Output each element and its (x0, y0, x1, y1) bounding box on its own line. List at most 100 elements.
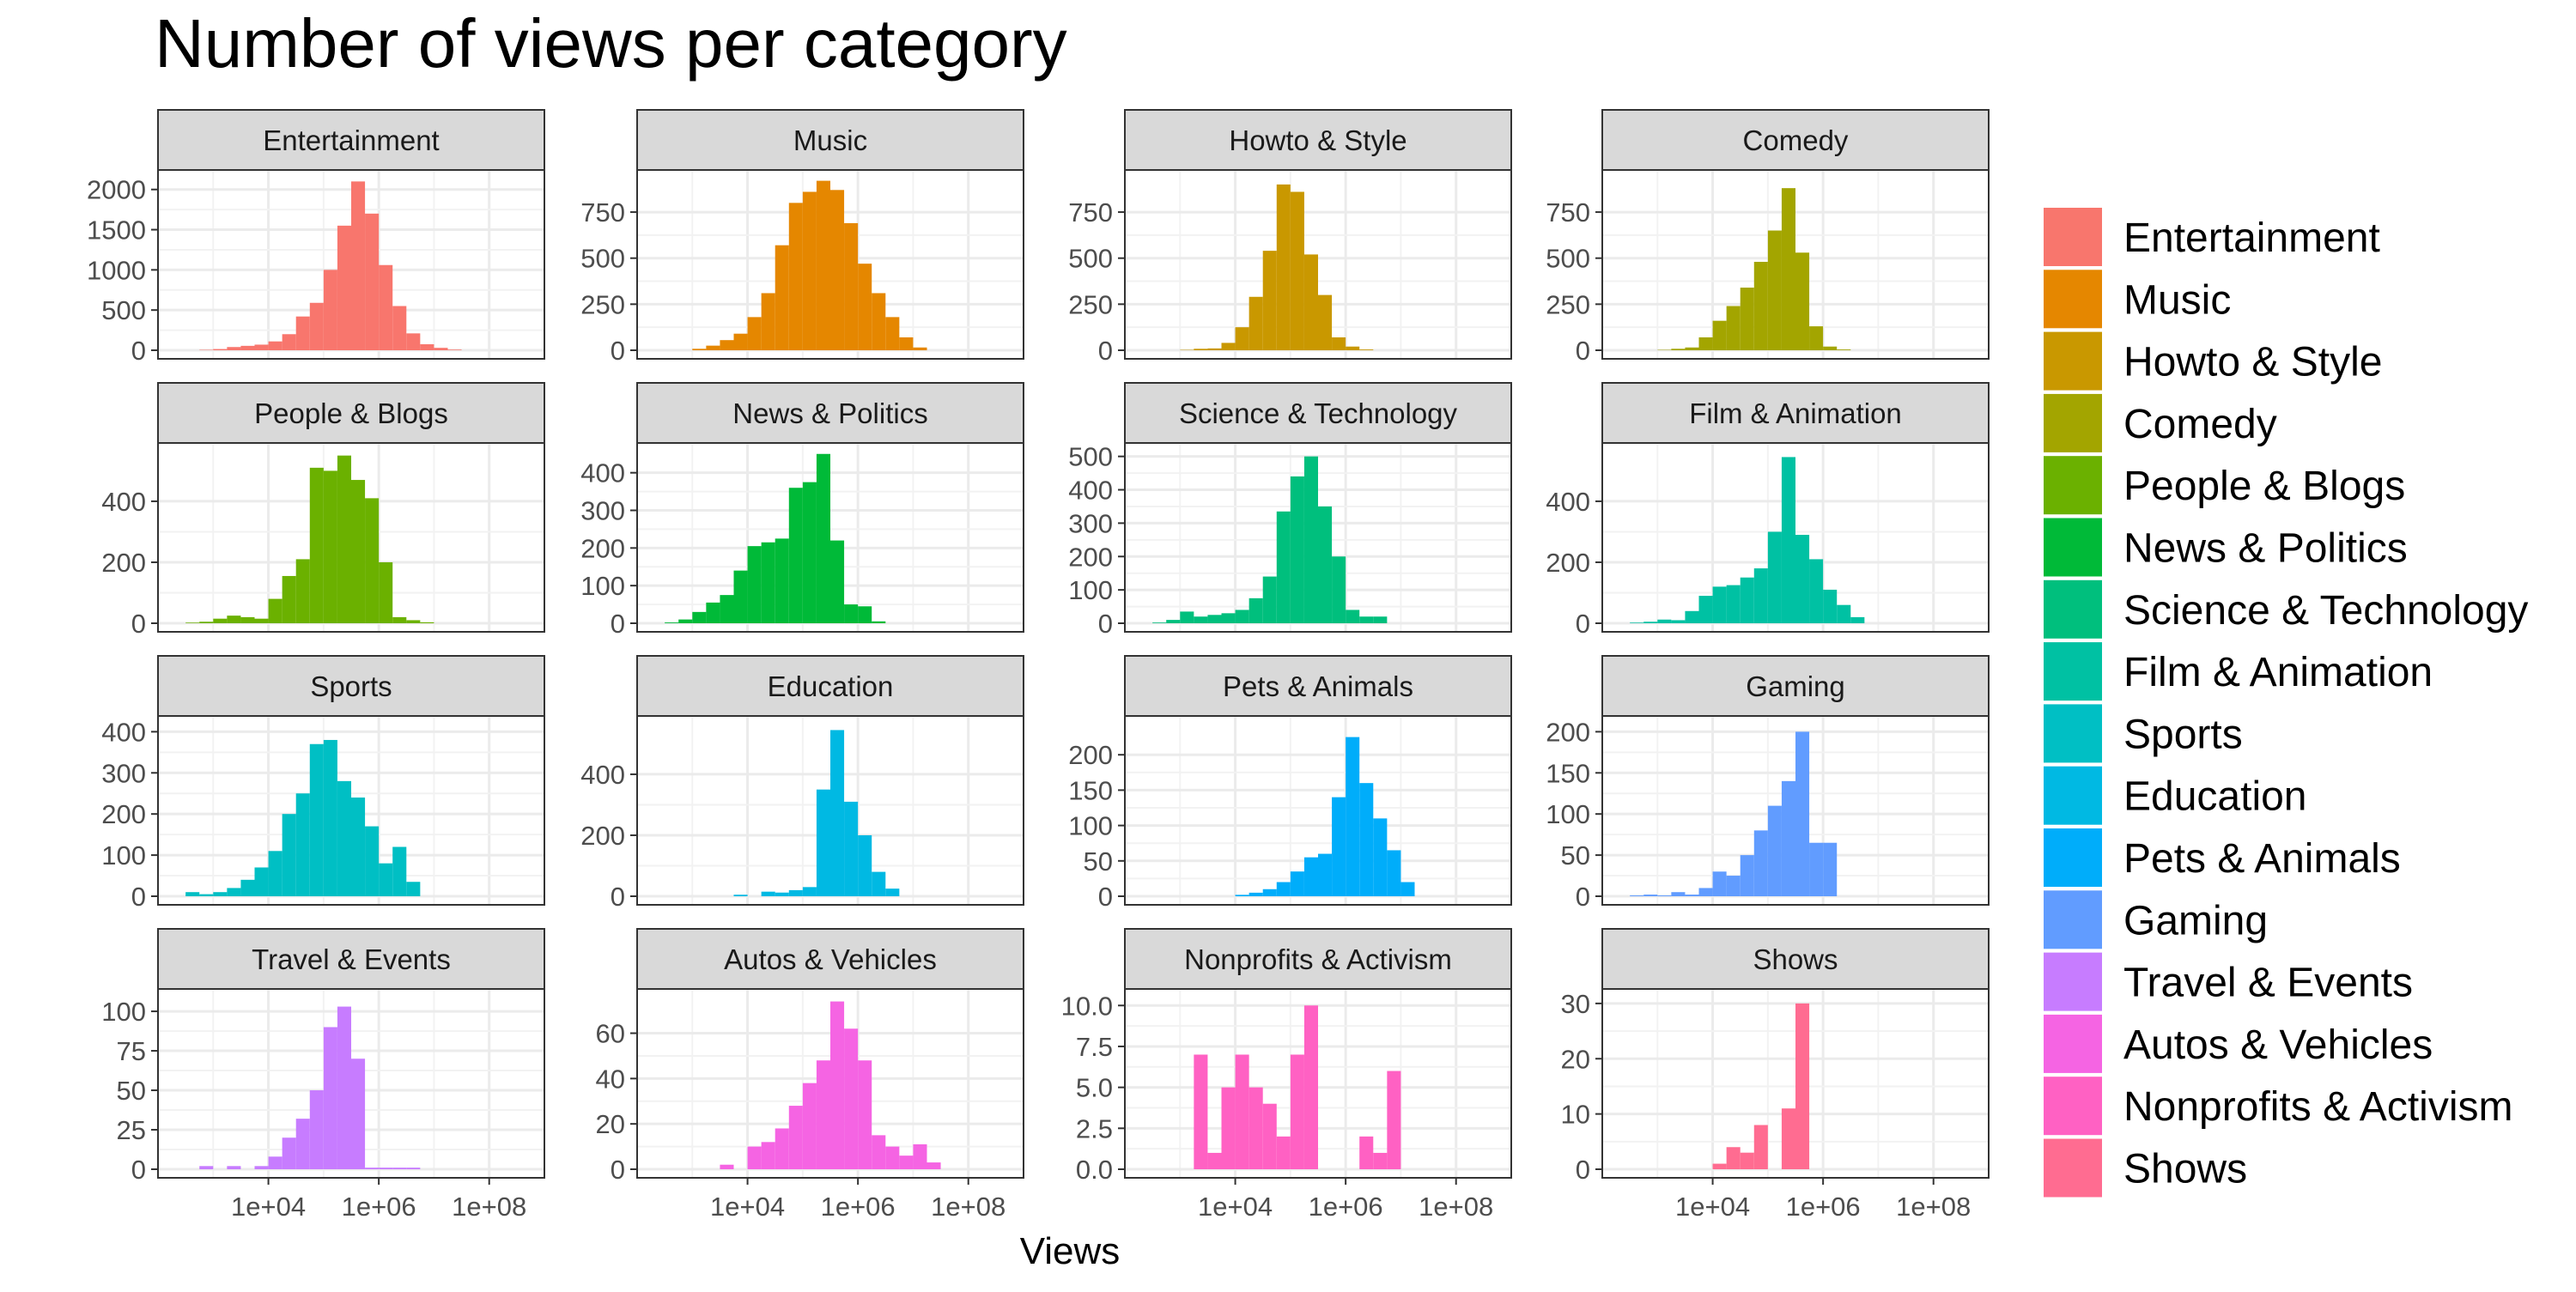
y-tick-label: 500 (580, 244, 625, 274)
histogram-bar (1346, 737, 1359, 896)
y-tick-label: 50 (1084, 846, 1113, 876)
histogram-bar (1263, 889, 1277, 896)
histogram-bar (1249, 1088, 1263, 1169)
histogram-bar (213, 619, 227, 623)
y-tick-label: 100 (101, 840, 146, 870)
legend-label: Film & Animation (2123, 650, 2433, 695)
y-tick-label: 400 (1068, 476, 1113, 506)
y-tick-label: 50 (1561, 840, 1590, 870)
histogram-bar (1823, 347, 1837, 350)
y-tick-label: 0 (131, 1155, 146, 1185)
histogram-bar (720, 340, 733, 350)
histogram-bar (448, 349, 462, 350)
y-tick-label: 30 (1561, 989, 1590, 1019)
x-tick-label: 1e+04 (1198, 1192, 1273, 1222)
histogram-bar (1222, 343, 1236, 350)
histogram-bar (858, 264, 872, 350)
histogram-bar (706, 603, 720, 623)
y-tick-label: 100 (580, 571, 625, 601)
histogram-bar (1166, 620, 1180, 623)
histogram-bar (1782, 457, 1795, 623)
histogram-bar (1194, 616, 1207, 623)
histogram-bar (830, 190, 844, 350)
histogram-bar (1657, 620, 1671, 623)
x-tick-label: 1e+08 (1896, 1192, 1971, 1222)
y-tick-label: 300 (580, 496, 625, 526)
histogram-bar (1263, 1104, 1277, 1169)
histogram-bar (240, 346, 254, 350)
histogram-bar (720, 1165, 733, 1169)
y-tick-label: 400 (1546, 487, 1590, 517)
y-tick-label: 150 (1068, 775, 1113, 805)
histogram-bar (213, 892, 227, 896)
facet-strip-label: Film & Animation (1689, 397, 1902, 429)
legend-item: Shows (2044, 1139, 2247, 1198)
histogram-bar (1671, 892, 1685, 896)
y-tick-label: 0 (1098, 882, 1113, 912)
histogram-bar (227, 888, 240, 896)
histogram-bar (762, 543, 775, 623)
x-tick-label: 1e+04 (710, 1192, 785, 1222)
histogram-bar (351, 1058, 365, 1169)
histogram-bar (1373, 1153, 1387, 1169)
y-tick-label: 300 (1068, 508, 1113, 538)
histogram-bar (269, 1156, 283, 1169)
y-tick-label: 20 (596, 1109, 625, 1139)
histogram-bar (283, 814, 296, 896)
histogram-bar (296, 1119, 310, 1169)
histogram-bar (1222, 1088, 1236, 1169)
histogram-bar (1768, 806, 1782, 896)
histogram-bar (199, 1166, 213, 1169)
x-axis-title: Views (1020, 1230, 1121, 1272)
histogram-bar (406, 333, 420, 350)
histogram-bar (324, 1027, 337, 1169)
histogram-bar (296, 559, 310, 623)
y-tick-label: 100 (1068, 575, 1113, 605)
histogram-bar (1795, 252, 1809, 350)
histogram-bar (1318, 506, 1332, 623)
histogram-bar (351, 181, 365, 350)
histogram-bar (1671, 620, 1685, 623)
histogram-bar (420, 344, 434, 350)
histogram-bar (1685, 348, 1698, 350)
histogram-bar (1657, 895, 1671, 896)
histogram-bar (1754, 262, 1768, 350)
histogram-bar (1236, 327, 1249, 350)
y-tick-label: 0 (131, 336, 146, 366)
histogram-bar (830, 1002, 844, 1169)
legend-item: Film & Animation (2044, 642, 2433, 701)
legend-label: Sports (2123, 712, 2243, 757)
histogram-bar (1373, 818, 1387, 896)
histogram-bar (227, 347, 240, 350)
histogram-bar (240, 880, 254, 896)
y-tick-label: 10 (1561, 1100, 1590, 1130)
histogram-bar (762, 1142, 775, 1169)
histogram-bar (255, 1166, 269, 1169)
histogram-bar (899, 1156, 913, 1169)
histogram-bar (1332, 798, 1346, 896)
legend-item: Nonprofits & Activism (2044, 1077, 2512, 1135)
histogram-bar (1236, 895, 1249, 896)
histogram-bar (1304, 254, 1318, 350)
y-tick-label: 500 (101, 295, 146, 325)
histogram-bar (1795, 731, 1809, 896)
x-tick-label: 1e+06 (342, 1192, 416, 1222)
y-tick-label: 500 (1068, 442, 1113, 472)
x-tick-label: 1e+06 (821, 1192, 896, 1222)
legend-item: Science & Technology (2044, 580, 2528, 639)
histogram-bar (365, 1168, 379, 1169)
histogram-bar (1387, 850, 1400, 896)
histogram-bar (227, 1166, 240, 1169)
histogram-bar (1222, 613, 1236, 623)
histogram-bar (420, 622, 434, 623)
histogram-bar (296, 793, 310, 896)
